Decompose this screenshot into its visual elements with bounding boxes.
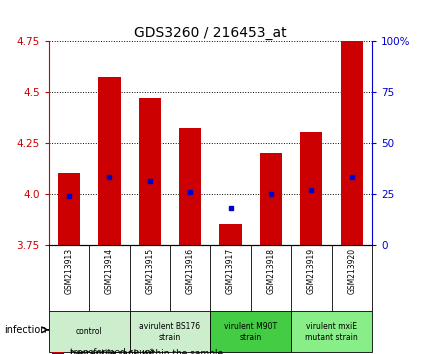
Bar: [139, 98, 161, 245]
Text: GSM213916: GSM213916: [186, 248, 195, 294]
Text: avirulent BS176
strain: avirulent BS176 strain: [139, 322, 201, 342]
Bar: [291, 312, 372, 352]
Text: GSM213920: GSM213920: [347, 248, 356, 294]
Bar: [98, 78, 121, 245]
Title: GDS3260 / 216453_at: GDS3260 / 216453_at: [134, 26, 287, 40]
Text: infection: infection: [4, 325, 46, 335]
Bar: [179, 129, 201, 245]
Text: virulent mxiE
mutant strain: virulent mxiE mutant strain: [305, 322, 358, 342]
Text: GSM213918: GSM213918: [266, 248, 275, 294]
Text: GSM213917: GSM213917: [226, 248, 235, 294]
Bar: [58, 173, 80, 245]
Text: GSM213914: GSM213914: [105, 248, 114, 294]
Bar: [260, 153, 282, 245]
Text: virulent M90T
strain: virulent M90T strain: [224, 322, 277, 342]
Text: percentile rank within the sample: percentile rank within the sample: [70, 349, 223, 354]
Bar: [300, 132, 323, 245]
Text: control: control: [76, 327, 102, 336]
Bar: [49, 312, 130, 352]
Text: GSM213915: GSM213915: [145, 248, 154, 294]
Text: GSM213913: GSM213913: [65, 248, 74, 294]
Text: transformed count: transformed count: [70, 348, 154, 354]
Bar: [52, 353, 64, 354]
Text: GSM213919: GSM213919: [307, 248, 316, 294]
Bar: [340, 41, 363, 245]
Bar: [219, 224, 242, 245]
Bar: [210, 312, 291, 352]
Bar: [130, 312, 210, 352]
